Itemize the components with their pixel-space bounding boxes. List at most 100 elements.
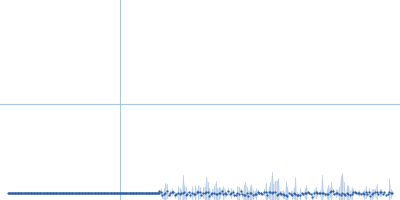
Point [373, 191, 380, 194]
Point [316, 192, 322, 195]
Point [35, 191, 42, 194]
Point [312, 191, 319, 194]
Point [325, 192, 331, 196]
Point [33, 191, 39, 194]
Point [95, 192, 102, 195]
Point [21, 191, 28, 195]
Point [375, 192, 381, 195]
Point [130, 192, 136, 195]
Point [338, 193, 344, 196]
Point [52, 191, 58, 194]
Point [237, 190, 244, 193]
Point [59, 191, 65, 194]
Point [156, 190, 162, 193]
Point [32, 191, 38, 194]
Point [172, 193, 178, 197]
Point [276, 191, 283, 195]
Point [4, 192, 11, 195]
Point [67, 191, 73, 195]
Point [125, 192, 131, 195]
Point [40, 191, 47, 194]
Point [225, 189, 231, 193]
Point [278, 192, 284, 195]
Point [34, 191, 41, 194]
Point [362, 190, 369, 194]
Point [90, 192, 97, 195]
Point [175, 191, 181, 194]
Point [51, 191, 57, 194]
Point [261, 190, 267, 194]
Point [123, 192, 130, 195]
Point [20, 191, 27, 195]
Point [226, 193, 233, 196]
Point [106, 192, 113, 195]
Point [68, 191, 75, 195]
Point [281, 193, 288, 196]
Point [128, 192, 134, 195]
Point [326, 191, 333, 194]
Point [73, 191, 80, 195]
Point [155, 192, 162, 195]
Point [78, 191, 85, 195]
Point [12, 192, 18, 195]
Point [106, 192, 112, 195]
Point [107, 192, 114, 195]
Point [216, 192, 222, 195]
Point [6, 192, 12, 195]
Point [369, 192, 375, 196]
Point [126, 192, 133, 195]
Point [102, 192, 108, 195]
Point [214, 192, 220, 196]
Point [70, 191, 76, 195]
Point [358, 192, 364, 195]
Point [168, 190, 175, 193]
Point [122, 192, 129, 195]
Point [72, 191, 79, 195]
Point [124, 192, 130, 195]
Point [24, 191, 30, 195]
Point [294, 194, 300, 197]
Point [60, 191, 66, 194]
Point [328, 190, 334, 193]
Point [300, 193, 306, 196]
Point [58, 191, 64, 194]
Point [192, 192, 198, 195]
Point [386, 191, 392, 194]
Point [236, 192, 242, 196]
Point [110, 192, 117, 195]
Point [367, 194, 374, 197]
Point [66, 191, 72, 195]
Point [16, 192, 22, 195]
Point [370, 192, 377, 195]
Point [121, 192, 128, 195]
Point [272, 191, 278, 194]
Point [286, 192, 292, 195]
Point [86, 192, 92, 195]
Point [25, 191, 32, 195]
Point [75, 191, 82, 195]
Point [256, 192, 262, 195]
Point [83, 192, 89, 195]
Point [361, 193, 367, 196]
Point [267, 190, 274, 194]
Point [113, 192, 119, 195]
Point [68, 191, 74, 195]
Point [120, 192, 126, 195]
Point [36, 191, 42, 194]
Point [39, 191, 45, 194]
Point [87, 192, 93, 195]
Point [12, 192, 18, 195]
Point [314, 192, 320, 195]
Point [150, 192, 156, 195]
Point [240, 193, 247, 196]
Point [94, 192, 101, 195]
Point [43, 191, 50, 194]
Point [309, 195, 316, 198]
Point [297, 193, 303, 196]
Point [65, 191, 71, 195]
Point [234, 191, 241, 194]
Point [13, 192, 19, 195]
Point [223, 193, 230, 196]
Point [103, 192, 109, 195]
Point [283, 193, 289, 196]
